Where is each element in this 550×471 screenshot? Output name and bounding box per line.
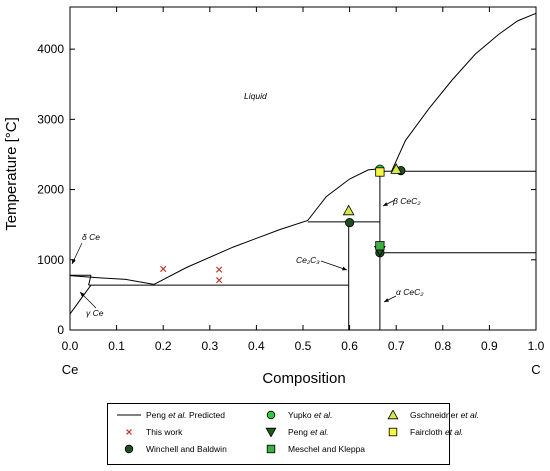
legend-label: Winchell and Baldwin (146, 444, 227, 454)
phase-boundary-line (391, 12, 537, 172)
legend-label-text: Winchell and Baldwin (146, 444, 227, 454)
axis-ticks: 0.0 0.1 0.2 0.3 0.4 0.5 0.6 0.7 0.8 0.9 1.0 0 1000 20… (37, 7, 545, 353)
legend-marker (387, 410, 399, 420)
legend-marker (126, 429, 132, 435)
ce2c3-label: Ce₂C₃ (296, 255, 320, 265)
liquid-phase-label: Liquid (244, 91, 267, 101)
legend-marker (266, 444, 276, 454)
x-tick-label: 0.0 (62, 339, 79, 353)
legend-symbol (117, 414, 141, 416)
phase-annotations: Liquid δ Ce γ Ce Ce₂C₃ β CeC₂ α CeC₂ (71, 91, 424, 318)
legend-label: Meschel and Kleppa (288, 444, 365, 454)
legend-label: This work (146, 427, 182, 437)
legend: Peng et al. Predicted Yupko et al. Gschnei… (107, 403, 479, 465)
legend-label-italic: et al. (310, 427, 329, 437)
gschneidner-et-al--marker (390, 163, 403, 174)
phase-boundary-line (69, 275, 154, 285)
this-work-marker (215, 276, 223, 284)
legend-label-text: Peng (288, 427, 311, 437)
y-tick-label: 3000 (37, 112, 64, 126)
x-tick-label: 0.1 (108, 339, 125, 353)
right-end-label: C (531, 362, 540, 377)
legend-label-italic: et al. (314, 410, 333, 420)
this-work-marker (215, 266, 223, 273)
x-tick-label: 0.9 (481, 339, 498, 353)
x-tick-label: 0.8 (434, 339, 451, 353)
x-tick-label: 0.4 (248, 339, 265, 353)
legend-symbol (265, 427, 277, 437)
legend-label: Peng et al. Predicted (146, 410, 225, 420)
left-end-label: Ce (62, 362, 79, 377)
legend-marker (124, 444, 134, 454)
y-tick-label: 0 (57, 323, 64, 337)
beta-cec2-label: β CeC₂ (392, 196, 421, 206)
legend-label: Gschneidner et al. (410, 410, 479, 420)
x-tick-label: 0.3 (201, 339, 218, 353)
faircloth-et-al--marker (375, 167, 385, 177)
alpha-cec2-label: α CeC₂ (396, 287, 424, 297)
this-work-marker (160, 265, 167, 273)
legend-label-text: Faircloth (410, 427, 445, 437)
legend-label-italic: et al. (460, 410, 479, 420)
legend-label: Yupko et al. (288, 410, 332, 420)
legend-marker (388, 427, 398, 437)
x-axis-label: Composition (262, 370, 345, 387)
x-tick-label: 1.0 (528, 339, 545, 353)
legend-symbol (387, 410, 399, 420)
x-tick-label: 0.5 (295, 339, 312, 353)
legend-label-italic: et al. (444, 427, 464, 437)
arrow-head (342, 266, 347, 271)
arrow-head (384, 298, 389, 302)
legend-label-text: Peng (146, 410, 169, 420)
legend-symbol (124, 444, 134, 454)
phase-boundary-line (153, 168, 383, 285)
gamma-ce-label: γ Ce (86, 308, 104, 318)
legend-label-suffix: Predicted (186, 410, 225, 420)
legend-symbol (266, 444, 276, 454)
legend-marker (265, 427, 277, 437)
arrow-head (80, 292, 85, 297)
legend-label-text: Yupko (288, 410, 314, 420)
arrow-head (383, 202, 388, 206)
data-markers (160, 163, 406, 284)
legend-label: Peng et al. (288, 427, 329, 437)
phase-diagram-chart: 0.0 0.1 0.2 0.3 0.4 0.5 0.6 0.7 0.8 0.9 1.0 0 1000 20… (3, 6, 545, 387)
x-tick-label: 0.2 (155, 339, 172, 353)
legend-marker (266, 410, 276, 420)
x-tick-label: 0.7 (388, 339, 405, 353)
legend-label-text: This work (146, 427, 183, 437)
phase-boundary-line (88, 275, 92, 286)
arrow-head (72, 259, 76, 264)
legend-label: Faircloth et al. (410, 427, 463, 437)
phase-boundary-line (69, 284, 92, 315)
phase-boundary-lines (69, 12, 537, 330)
meschel-and-kleppa-marker (375, 241, 385, 251)
legend-symbol (388, 427, 398, 437)
y-axis-label: Temperature [°C] (3, 117, 20, 231)
winchell-and-baldwin-marker (344, 217, 355, 228)
y-tick-label: 2000 (37, 183, 64, 197)
legend-label-text: Gschneidner (410, 410, 461, 420)
delta-ce-label: δ Ce (82, 232, 100, 242)
legend-symbol (266, 410, 276, 420)
y-tick-label: 4000 (37, 42, 64, 56)
gschneidner-et-al--marker (342, 204, 355, 216)
legend-symbol (126, 429, 132, 435)
legend-label-text: Meschel and Kleppa (288, 444, 366, 454)
x-tick-label: 0.6 (341, 339, 358, 353)
legend-label-italic: et al. (168, 410, 187, 420)
y-tick-label: 1000 (37, 253, 64, 267)
